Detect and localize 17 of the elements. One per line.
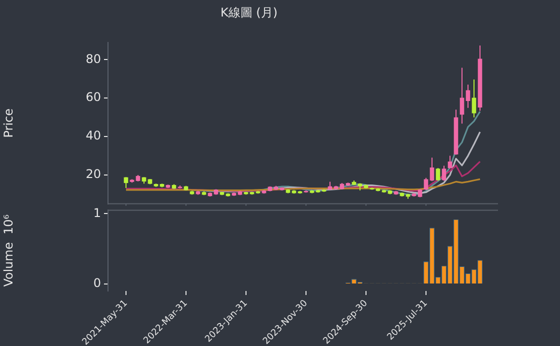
y-tick-label: 20 [86,167,101,182]
y-tick-label: 0 [93,276,101,290]
candlestick [460,67,464,124]
candlestick [472,78,476,118]
candlestick [466,84,470,108]
candlestick [424,177,428,190]
y-tick-label: 80 [86,52,101,66]
y-axis-title: Volume 10⁶ [1,214,16,287]
y-tick-label: 60 [86,90,101,104]
candlestick [448,155,452,170]
y-tick-label: 40 [86,128,101,143]
candlestick [436,168,440,182]
chart-title: K線圖 (月) [220,5,278,20]
y-axis-title: Price [1,108,16,138]
candlestick [430,157,434,182]
y-tick-label: 1 [93,206,101,220]
candlestick [442,165,446,182]
